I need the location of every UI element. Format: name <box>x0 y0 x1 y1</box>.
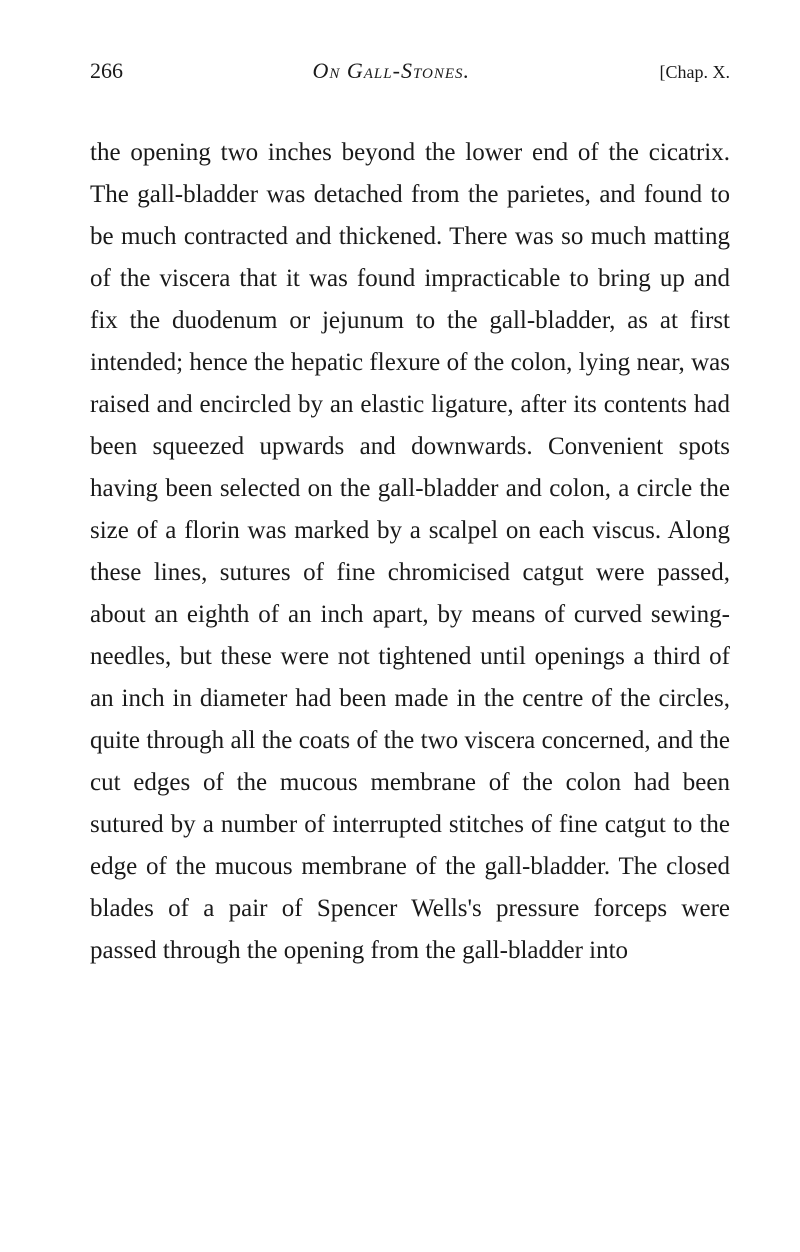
chapter-label: [Chap. X. <box>660 62 731 83</box>
page-header: 266 On Gall-Stones. [Chap. X. <box>90 58 730 84</box>
page-title: On Gall-Stones. <box>312 58 470 84</box>
body-paragraph: the opening two inches beyond the lower … <box>90 132 730 972</box>
page-number: 266 <box>90 58 123 84</box>
